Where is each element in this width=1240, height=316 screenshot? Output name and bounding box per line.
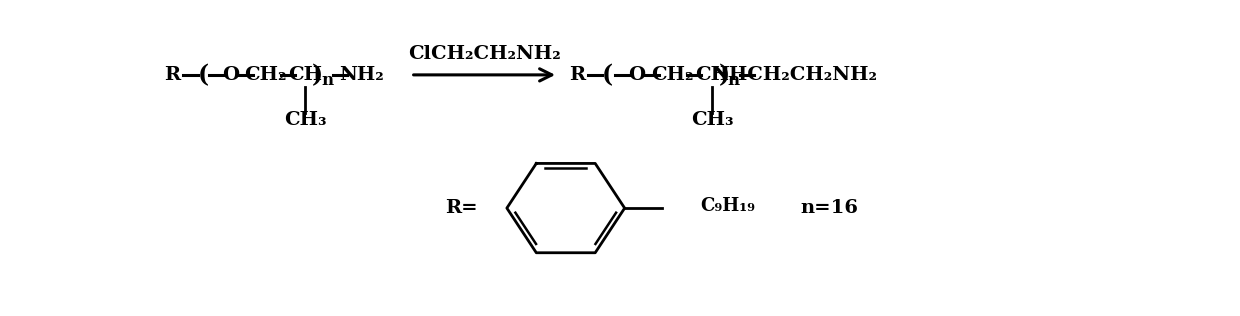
Text: ): ) [312,63,324,87]
Text: n: n [728,72,740,89]
Text: CH: CH [289,66,322,84]
Text: C₉H₁₉: C₉H₁₉ [701,197,755,215]
Text: CH: CH [696,66,729,84]
Text: ): ) [719,63,730,87]
Text: NH₂: NH₂ [339,66,383,84]
Text: CH₃: CH₃ [691,111,734,129]
Text: CH₂: CH₂ [651,66,693,84]
Text: R: R [569,66,585,84]
Text: O: O [222,66,239,84]
Text: NHCH₂CH₂NH₂: NHCH₂CH₂NH₂ [712,66,878,84]
Text: (: ( [197,63,208,87]
Text: CH₂: CH₂ [244,66,288,84]
Text: R=: R= [445,199,477,217]
Text: CH₃: CH₃ [284,111,326,129]
Text: n=16: n=16 [800,199,858,217]
Text: ClCH₂CH₂NH₂: ClCH₂CH₂NH₂ [408,45,560,63]
Text: (: ( [603,63,613,87]
Text: O: O [629,66,646,84]
Text: n: n [321,72,334,89]
Text: R: R [164,66,180,84]
